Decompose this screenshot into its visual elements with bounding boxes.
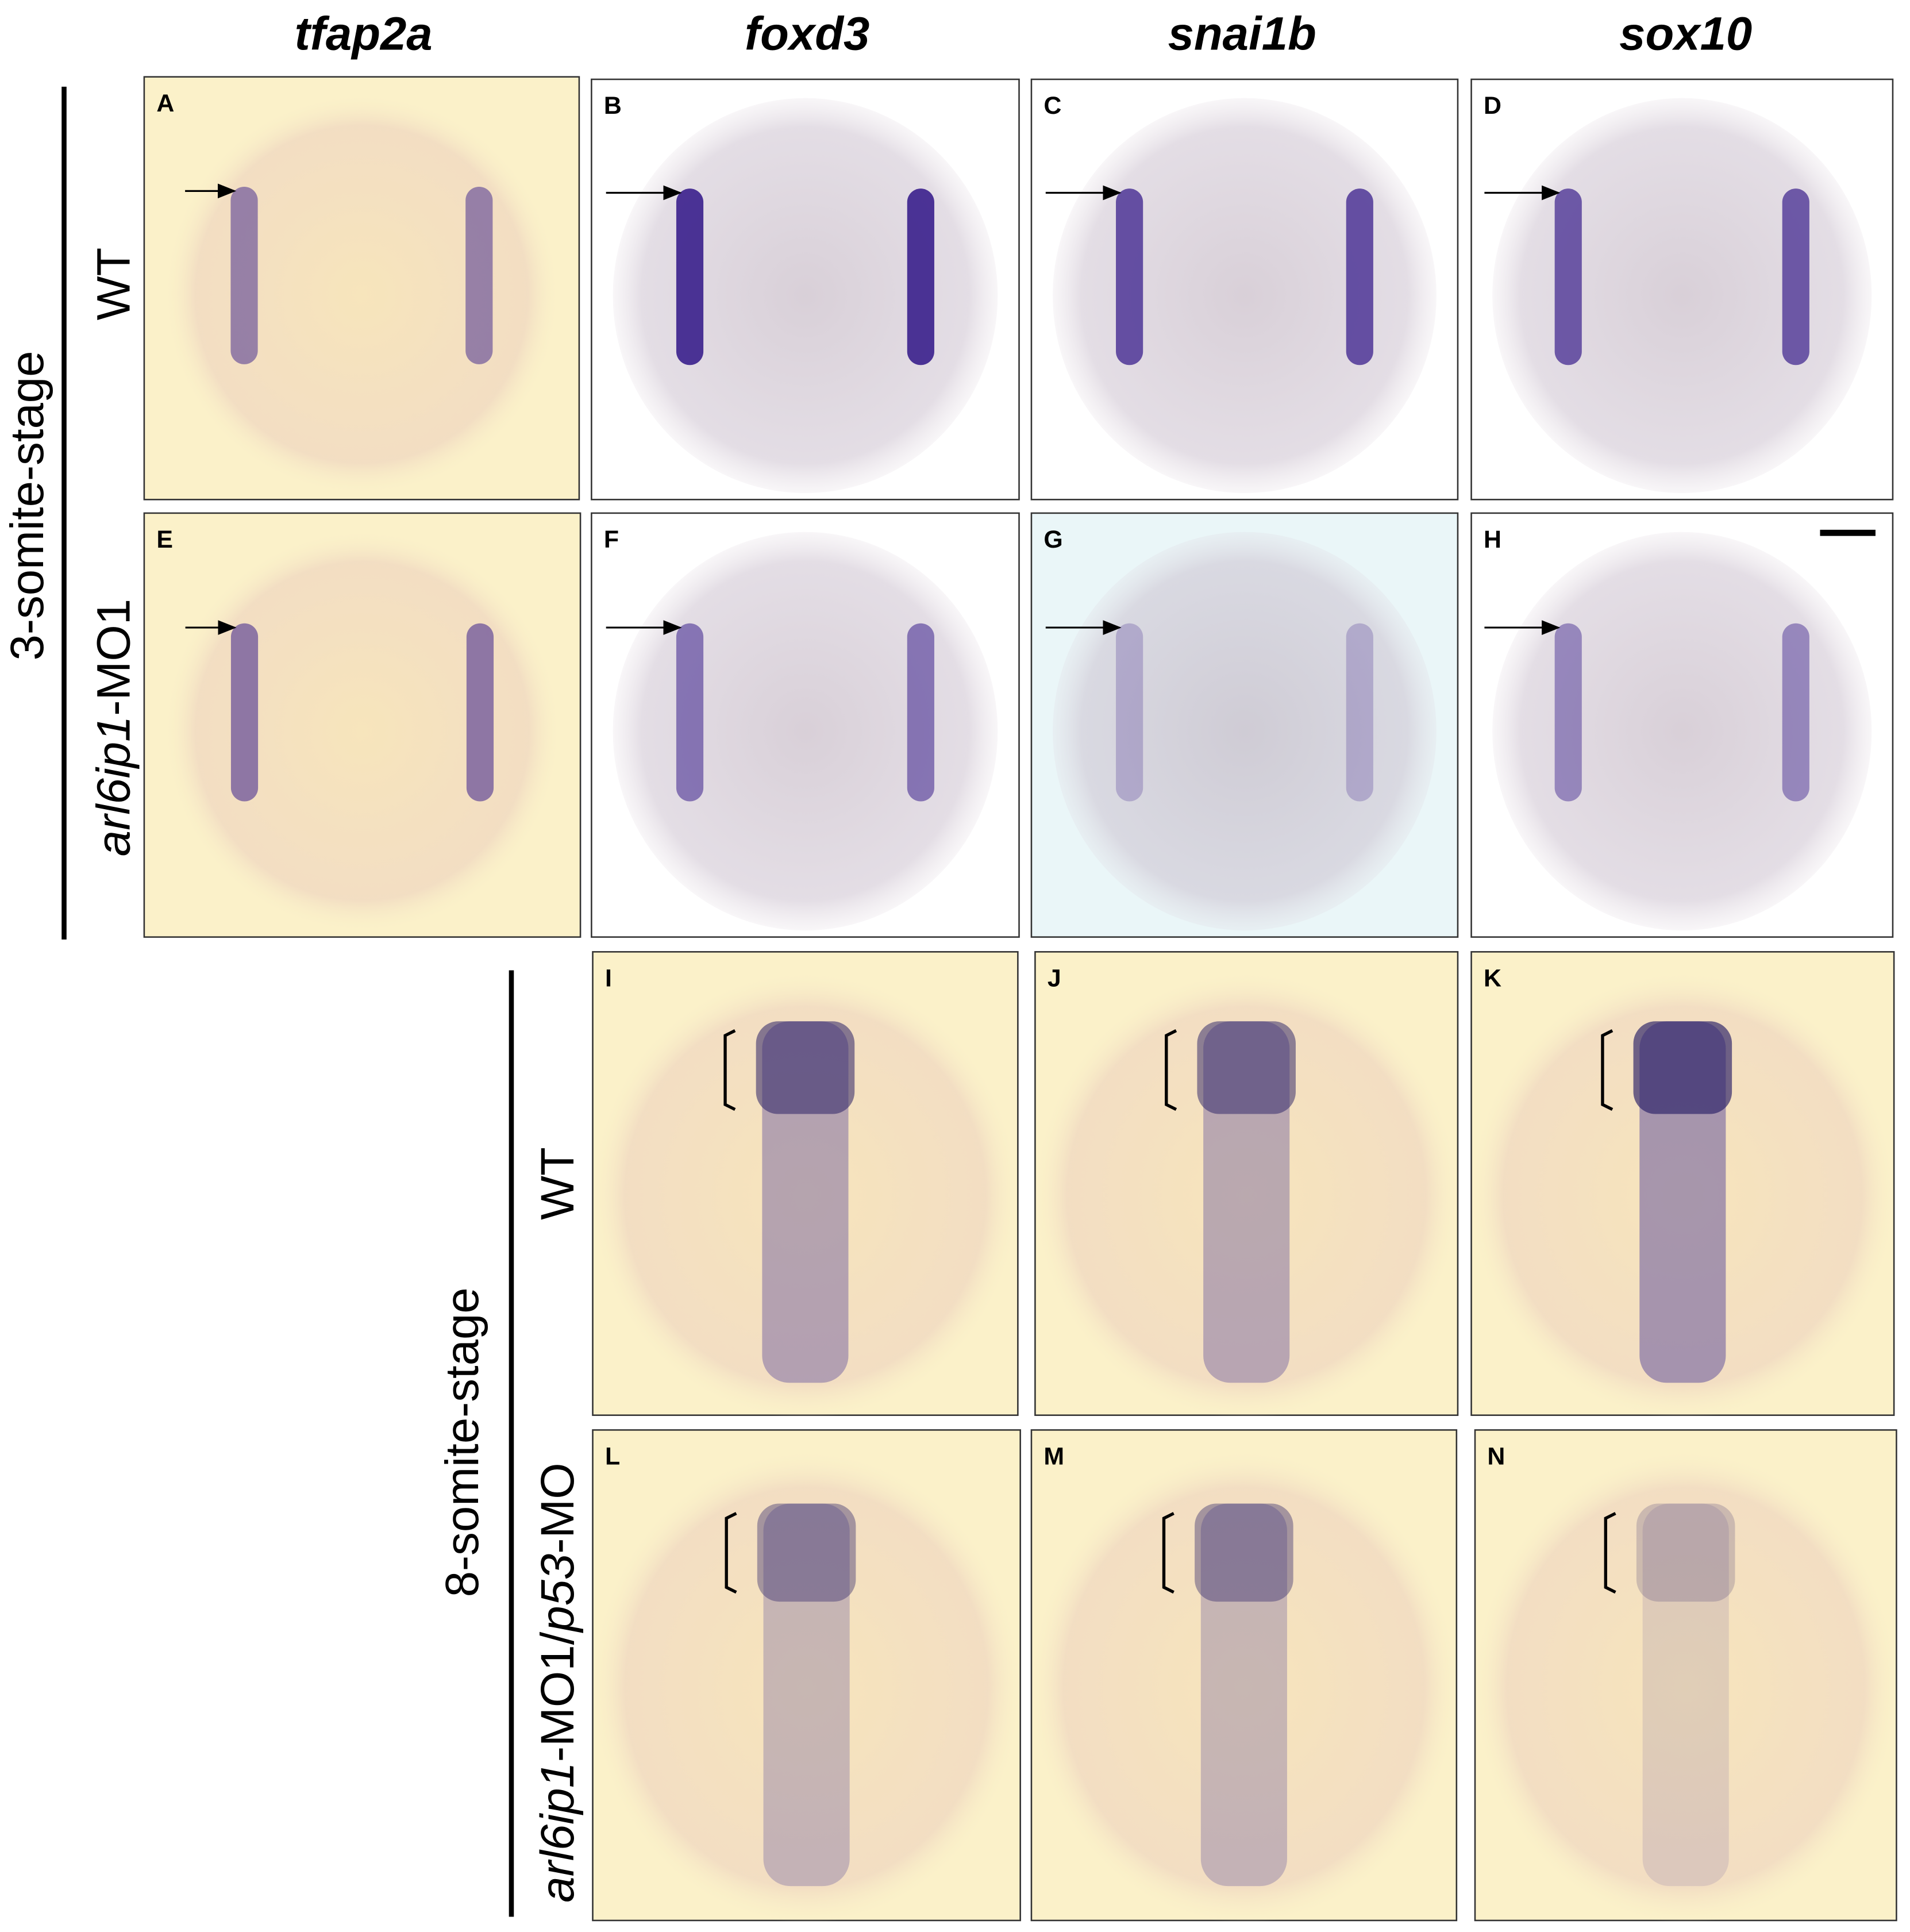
panel-letter: B [604,92,622,120]
panel-letter: N [1487,1442,1505,1470]
neural-crest [1197,1021,1296,1114]
expression-stripe [1346,188,1373,365]
row-label-part: WT [87,248,140,321]
embryo [613,98,998,494]
row-label-part: WT [531,1147,583,1220]
embryo [1031,1452,1457,1923]
column-header: tfap2a [295,8,433,60]
column-header: snai1b [1168,8,1316,60]
embryo [1053,98,1437,494]
row-label-part: p53 [531,1554,583,1634]
panel-letter: M [1043,1442,1064,1470]
panel-letter: I [605,964,612,992]
expression-stripe [230,623,259,802]
panel-letter: F [604,526,619,553]
panel-letter: K [1484,964,1501,992]
panel-letter: H [1484,526,1501,553]
bracket [1165,1029,1177,1111]
neural-crest [757,1503,856,1602]
embryo [1492,98,1872,494]
expression-stripe [1782,188,1809,365]
bracket [725,1512,737,1594]
panel: F [591,512,1020,938]
neural-plate [763,1503,850,1887]
embryo [592,973,1018,1418]
panel-letter: J [1048,964,1061,992]
embryo [165,532,559,931]
expression-stripe [907,188,934,365]
expression-stripe [1346,623,1373,802]
panel: L [592,1429,1021,1923]
expression-stripe [466,623,494,802]
embryo [1053,532,1437,931]
panel: I [592,951,1019,1418]
embryo [1474,1452,1897,1923]
embryo [613,532,998,931]
expression-stripe [676,188,704,365]
bracket [1601,1029,1614,1111]
embryo [592,1452,1021,1923]
neural-crest [1636,1503,1735,1602]
expression-stripe [1554,188,1582,365]
row-label: WT [87,248,140,321]
column-header: foxd3 [745,8,869,60]
panel-letter: A [156,90,174,117]
panel-letter: D [1484,92,1501,120]
panel: J [1034,951,1459,1418]
stage-label: 3-somite-stage [1,351,53,661]
neural-crest [1195,1503,1293,1602]
row-label: arl6ip1-MO1 [87,599,140,856]
panel-letter: C [1043,92,1061,120]
neural-plate [1200,1503,1287,1887]
expression-stripe [1554,623,1582,802]
row-label-part: -MO1/ [531,1631,583,1762]
panel-letter: E [156,526,173,553]
neural-plate [1642,1503,1729,1887]
expression-stripe [230,186,258,364]
panel: C [1030,78,1459,501]
column-header: sox10 [1619,8,1752,60]
expression-stripe [907,623,934,802]
row-label: arl6ip1-MO1/p53-MO [531,1463,583,1902]
panel: A [143,76,580,501]
expression-stripe [465,186,493,364]
row-label-part: arl6ip1 [531,1762,583,1903]
expression-stripe [676,623,704,802]
embryo [1492,532,1872,931]
row-label-part: arl6ip1 [87,716,140,857]
row-label-part: -MO [531,1463,583,1553]
panel: B [591,78,1020,501]
stage-label: 8-somite-stage [436,1287,488,1597]
panel-letter: L [605,1442,620,1470]
neural-crest [756,1021,855,1114]
row-label: WT [531,1147,583,1220]
expression-stripe [1116,188,1143,365]
panel: N [1474,1429,1897,1923]
panel: M [1030,1429,1458,1923]
panel: K [1470,951,1895,1418]
row-label-part: -MO1 [87,599,140,716]
panel-letter: G [1043,526,1062,553]
expression-stripe [1782,623,1809,802]
panel: H [1470,512,1894,938]
panel: E [143,512,582,938]
expression-stripe [1116,623,1143,802]
neural-crest [1633,1021,1732,1114]
embryo [165,95,558,493]
embryo [1035,973,1458,1418]
panel: G [1030,512,1459,938]
panel: D [1470,78,1894,501]
bracket [723,1029,736,1111]
bracket [1604,1512,1616,1594]
bracket [1162,1512,1175,1594]
